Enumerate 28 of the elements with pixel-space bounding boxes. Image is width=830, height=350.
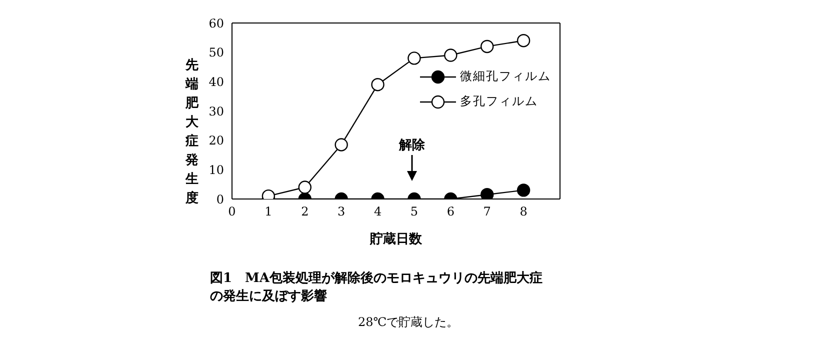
x-tick-label: 2 [301, 204, 309, 219]
y-tick-label: 30 [208, 104, 224, 118]
x-tick-label: 3 [338, 204, 346, 219]
y-axis-title: 先端肥大症発生度 [184, 57, 200, 208]
point [371, 78, 384, 92]
annotation: 解除 [399, 138, 425, 153]
y-tick-label: 10 [208, 162, 224, 177]
x-tick-label: 7 [483, 204, 491, 219]
y-tick-label: 40 [208, 74, 224, 89]
x-tick-label: 1 [264, 204, 272, 219]
x-tick-label: 6 [446, 204, 454, 219]
text: 図1 MA包装処理が解除後のモロキュウリの先端肥大症の発生に及ぼす影響 [210, 271, 543, 304]
x-tick-label: 5 [410, 204, 418, 219]
point [408, 52, 421, 65]
x-tick-label: 8 [520, 204, 528, 219]
point [480, 40, 494, 54]
text: 28℃で貯蔵した。 [358, 314, 459, 331]
point [516, 34, 530, 48]
x-tick-label: 0 [228, 204, 236, 219]
legend-label: 微細孔フィルム [460, 68, 551, 85]
y-tick-label: 50 [208, 46, 224, 60]
point [444, 48, 458, 62]
y-tick-label: 20 [208, 134, 224, 148]
x-tick-label: 4 [374, 204, 382, 219]
y-tick-label: 60 [208, 16, 224, 30]
x-axis-title: 貯蔵日数 [369, 231, 423, 247]
y-tick-label: 0 [216, 192, 224, 206]
legend-label: 多孔フィルム [460, 93, 538, 110]
